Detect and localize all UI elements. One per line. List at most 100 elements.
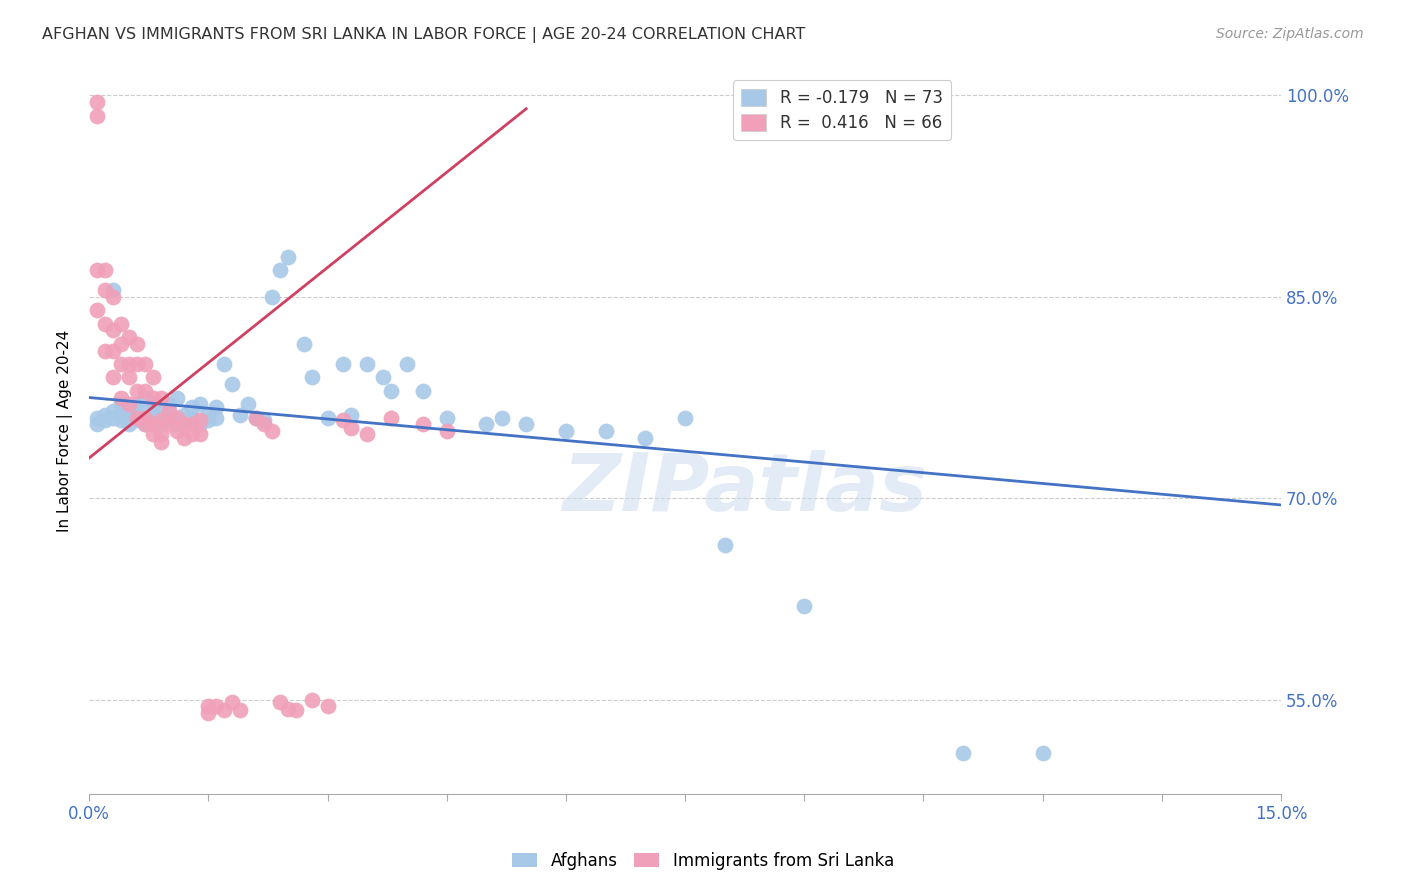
Point (412, 384, 434, 398)
Point (332, 357, 354, 371)
Point (212, 357, 235, 371)
Point (134, 384, 156, 398)
Point (229, 408, 252, 422)
Point (134, 357, 156, 371)
Point (245, 410, 267, 425)
Point (94, 413, 117, 427)
Point (142, 391, 165, 405)
Point (149, 434, 172, 449)
Point (86, 95, 108, 109)
Point (134, 410, 156, 425)
Point (197, 408, 219, 422)
Point (125, 408, 148, 422)
Point (205, 410, 228, 425)
Point (284, 703, 307, 717)
Point (181, 410, 204, 425)
Text: Source: ZipAtlas.com: Source: ZipAtlas.com (1216, 27, 1364, 41)
Point (142, 413, 165, 427)
Point (340, 408, 363, 422)
Point (491, 410, 513, 425)
Point (142, 397, 165, 411)
Point (86, 417, 108, 432)
Point (221, 377, 243, 392)
Point (277, 250, 299, 264)
Point (149, 391, 172, 405)
Point (118, 397, 141, 411)
Point (125, 413, 148, 427)
Point (125, 384, 148, 398)
Point (94, 317, 117, 331)
Point (269, 263, 291, 277)
Point (86, 263, 108, 277)
Point (166, 410, 188, 425)
Point (157, 417, 180, 432)
Point (134, 417, 156, 432)
Point (316, 699, 339, 714)
Point (269, 695, 291, 709)
Point (157, 404, 180, 418)
Point (253, 413, 276, 427)
Y-axis label: In Labor Force | Age 20-24: In Labor Force | Age 20-24 (58, 330, 73, 533)
Point (118, 330, 141, 344)
Point (181, 400, 204, 414)
Point (149, 417, 172, 432)
Point (149, 426, 172, 441)
Point (118, 370, 141, 384)
Point (634, 431, 657, 445)
Point (190, 426, 212, 441)
Point (301, 370, 323, 384)
Legend: Afghans, Immigrants from Sri Lanka: Afghans, Immigrants from Sri Lanka (508, 847, 898, 875)
Point (86, 410, 108, 425)
Point (173, 417, 195, 432)
Point (157, 397, 180, 411)
Point (595, 424, 617, 438)
Point (436, 424, 458, 438)
Point (101, 290, 124, 304)
Point (110, 336, 132, 351)
Point (118, 410, 141, 425)
Point (316, 410, 339, 425)
Point (332, 413, 354, 427)
Point (101, 343, 124, 358)
Point (356, 357, 378, 371)
Point (371, 370, 394, 384)
Point (110, 357, 132, 371)
Point (301, 692, 323, 706)
Point (245, 410, 267, 425)
Point (149, 413, 172, 427)
Point (134, 400, 156, 414)
Point (212, 703, 235, 717)
Point (157, 413, 180, 427)
Point (181, 417, 204, 432)
Point (173, 408, 195, 422)
Point (205, 699, 228, 714)
Point (197, 413, 219, 427)
Point (515, 417, 537, 432)
Point (118, 404, 141, 418)
Point (475, 417, 498, 432)
Point (149, 410, 172, 425)
Point (395, 357, 418, 371)
Point (260, 424, 283, 438)
Point (101, 323, 124, 337)
Point (952, 747, 974, 761)
Point (1032, 747, 1054, 761)
Point (101, 370, 124, 384)
Point (166, 391, 188, 405)
Point (190, 417, 212, 432)
Point (356, 426, 378, 441)
Point (221, 695, 243, 709)
Point (260, 290, 283, 304)
Point (166, 417, 188, 432)
Point (173, 413, 195, 427)
Point (110, 391, 132, 405)
Point (101, 404, 124, 418)
Point (793, 599, 815, 613)
Point (340, 421, 363, 435)
Point (149, 404, 172, 418)
Point (86, 303, 108, 318)
Point (110, 397, 132, 411)
Point (166, 424, 188, 438)
Point (673, 410, 696, 425)
Point (236, 397, 259, 411)
